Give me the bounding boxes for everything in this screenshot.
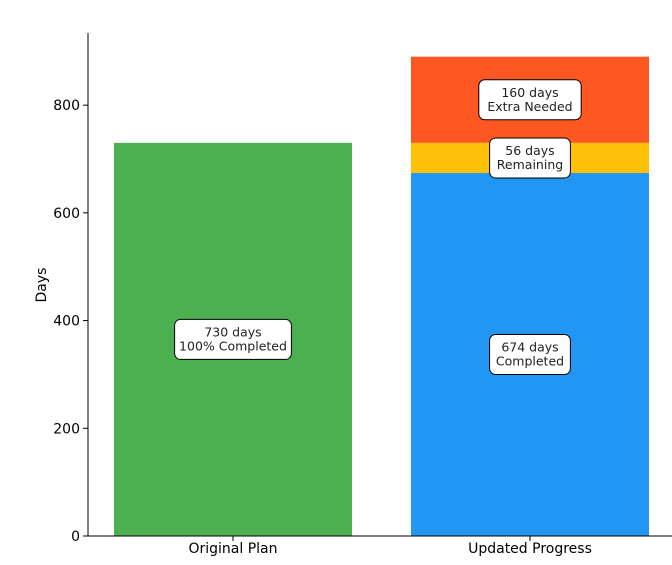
data-label-box bbox=[478, 79, 582, 121]
y-tick-label: 600 bbox=[53, 206, 80, 222]
data-label-text: Extra Needed bbox=[487, 99, 572, 114]
y-ticks-group: 0 200 400 600 800 bbox=[53, 98, 88, 545]
x-tick-label: Updated Progress bbox=[468, 541, 592, 557]
y-axis-label: Days bbox=[34, 268, 50, 303]
y-tick-label: 800 bbox=[53, 98, 80, 114]
y-tick-label: 400 bbox=[53, 314, 80, 330]
data-label-text: 56 days bbox=[505, 143, 554, 158]
data-label-box bbox=[489, 137, 571, 179]
data-label-box bbox=[489, 334, 571, 376]
data-label-text: 730 days bbox=[204, 324, 261, 339]
data-label-text: Completed bbox=[496, 354, 564, 369]
data-label-text: 160 days bbox=[501, 85, 558, 100]
axes-group bbox=[87, 33, 672, 537]
data-label-text: 100% Completed bbox=[179, 338, 287, 353]
bars-group bbox=[114, 56, 649, 536]
y-tick-label: 0 bbox=[71, 529, 80, 545]
data-label-box bbox=[174, 318, 292, 360]
data-label-text: 674 days bbox=[501, 340, 558, 355]
y-tick-label: 200 bbox=[53, 421, 80, 437]
x-ticks-group: Original Plan Updated Progress bbox=[188, 536, 592, 557]
data-label-text: Remaining bbox=[497, 157, 563, 172]
x-tick-label: Original Plan bbox=[188, 541, 277, 557]
